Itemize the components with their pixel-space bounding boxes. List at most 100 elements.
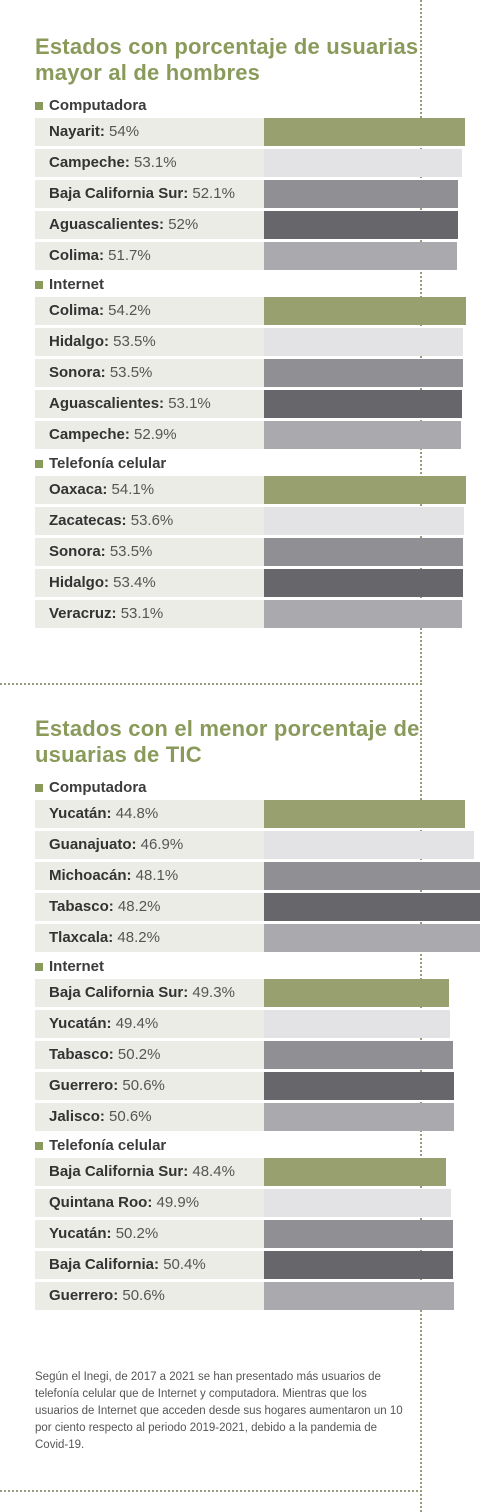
value-label: 53.5% [105,543,153,560]
bar-row: Quintana Roo: 49.9% [35,1189,480,1217]
label-background [35,862,264,890]
state-name: Baja California Sur: [49,1163,189,1180]
bar-label: Colima: 54.2% [49,297,151,325]
label-background [35,242,264,270]
label-background [35,180,264,208]
bar-row: Guerrero: 50.6% [35,1072,480,1100]
bar-label: Yucatán: 44.8% [49,800,158,828]
bar-label: Guanajuato: 46.9% [49,831,183,859]
state-name: Baja California Sur: [49,185,189,202]
label-background [35,421,264,449]
bar-row: Nayarit: 54% [35,118,480,146]
bar-label: Jalisco: 50.6% [49,1103,152,1131]
group-label: Internet [35,273,480,297]
state-name: Baja California: [49,1256,160,1273]
state-name: Jalisco: [49,1108,105,1125]
divider-horizontal-bottom [0,1490,422,1492]
bar-label: Tabasco: 50.2% [49,1041,160,1069]
value-label: 51.7% [104,247,151,264]
value-label: 52.9% [129,426,177,443]
value-label: 48.1% [131,867,179,884]
bar-row: Michoacán: 48.1% [35,862,480,890]
bar [264,242,457,270]
group-name: Telefonía celular [49,1137,167,1154]
bar [264,1189,451,1217]
bar-label: Tabasco: 48.2% [49,893,160,921]
state-name: Yucatán: [49,805,112,822]
value-label: 48.4% [188,1163,235,1180]
label-background [35,1220,264,1248]
bar [264,893,480,921]
label-background [35,800,264,828]
state-name: Tlaxcala: [49,929,114,946]
bar-row: Aguascalientes: 53.1% [35,390,480,418]
bar [264,297,466,325]
bar-label: Oaxaca: 54.1% [49,476,154,504]
bar-label: Guerrero: 50.6% [49,1072,165,1100]
group-label: Telefonía celular [35,1134,480,1158]
bar-row: Baja California Sur: 52.1% [35,180,480,208]
chart-title: Estados con porcentaje de usuarias mayor… [35,34,419,85]
bar [264,118,465,146]
bar [264,1103,454,1131]
state-name: Sonora: [49,543,106,560]
label-background [35,211,264,239]
bar [264,149,462,177]
state-name: Oaxaca: [49,481,108,498]
bar [264,979,449,1007]
label-background [35,979,264,1007]
group-name: Telefonía celular [49,455,167,472]
bar [264,800,465,828]
state-name: Veracruz: [49,605,117,622]
label-background [35,538,264,566]
bar-row: Veracruz: 53.1% [35,600,480,628]
bar-label: Hidalgo: 53.4% [49,569,156,597]
bar-row: Sonora: 53.5% [35,538,480,566]
value-label: 53.1% [116,605,164,622]
chart-panel-mayor-usuarias: Estados con porcentaje de usuarias mayor… [35,34,480,631]
state-name: Hidalgo: [49,333,109,350]
value-label: 49.4% [111,1015,159,1032]
bar [264,1158,446,1186]
bar-row: Campeche: 53.1% [35,149,480,177]
bar-row: Yucatán: 50.2% [35,1220,480,1248]
bar-row: Guanajuato: 46.9% [35,831,480,859]
bar-label: Baja California: 50.4% [49,1251,206,1279]
bar-label: Yucatán: 50.2% [49,1220,158,1248]
bar-label: Zacatecas: 53.6% [49,507,173,535]
bar-label: Michoacán: 48.1% [49,862,178,890]
label-background [35,390,264,418]
state-name: Guerrero: [49,1287,119,1304]
label-background [35,359,264,387]
value-label: 52% [164,216,199,233]
value-label: 48.2% [113,898,161,915]
state-name: Baja California Sur: [49,984,189,1001]
bar [264,507,464,535]
state-name: Colima: [49,247,105,264]
bar-label: Campeche: 52.9% [49,421,177,449]
state-name: Michoacán: [49,867,132,884]
label-background [35,569,264,597]
bar-label: Quintana Roo: 49.9% [49,1189,199,1217]
label-background [35,1010,264,1038]
bar [264,1282,454,1310]
group-name: Computadora [49,779,147,796]
label-background [35,831,264,859]
value-label: 54.1% [107,481,155,498]
bar-label: Colima: 51.7% [49,242,151,270]
state-name: Tabasco: [49,898,114,915]
square-bullet-icon [35,281,43,289]
label-background [35,476,264,504]
state-name: Hidalgo: [49,574,109,591]
state-name: Sonora: [49,364,106,381]
bar-row: Tlaxcala: 48.2% [35,924,480,952]
label-background [35,1158,264,1186]
state-name: Campeche: [49,154,130,171]
square-bullet-icon [35,1142,43,1150]
square-bullet-icon [35,102,43,110]
label-background [35,149,264,177]
bar-row: Baja California Sur: 48.4% [35,1158,480,1186]
state-name: Aguascalientes: [49,216,165,233]
bar [264,600,462,628]
label-background [35,507,264,535]
